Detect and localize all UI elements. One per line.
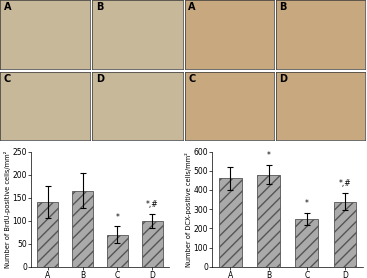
Text: B: B [96,2,103,12]
Text: A: A [4,2,11,12]
Bar [107,235,128,267]
Text: D: D [96,74,104,84]
Y-axis label: Number of DCX-positive cells/mm²: Number of DCX-positive cells/mm² [185,152,192,267]
Text: C: C [188,74,195,84]
Bar [257,175,280,267]
Y-axis label: Number of BrdU-positive cells/mm²: Number of BrdU-positive cells/mm² [4,150,11,268]
Text: *: * [305,199,309,208]
Bar [334,202,356,267]
Bar [72,191,93,267]
Text: *,#: *,# [339,179,351,188]
Text: B: B [279,2,287,12]
Bar [295,219,318,267]
Text: *,#: *,# [146,200,159,209]
Text: D: D [279,74,287,84]
Text: *: * [116,213,119,222]
Bar [142,221,163,267]
Text: *: * [267,151,270,160]
Bar [37,202,58,267]
Bar [219,178,242,267]
Text: A: A [188,2,196,12]
Text: C: C [4,74,11,84]
